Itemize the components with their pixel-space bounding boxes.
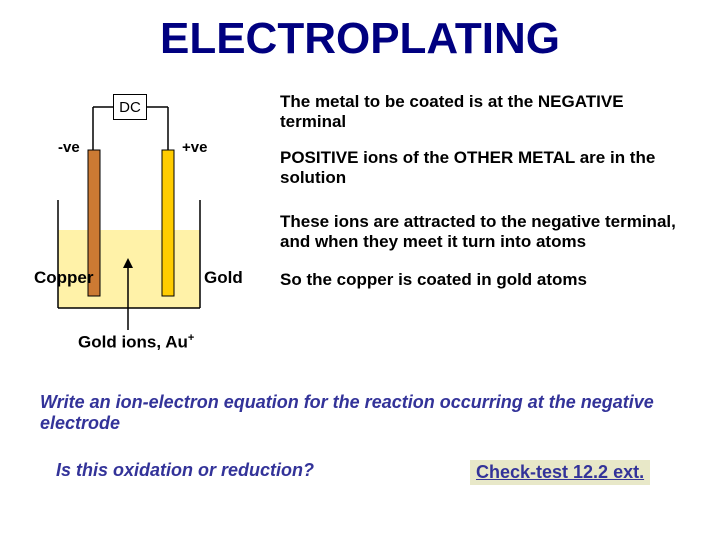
paragraph-3: These ions are attracted to the negative… bbox=[280, 212, 710, 252]
question-2: Is this oxidation or reduction? bbox=[56, 460, 314, 481]
paragraph-4: So the copper is coated in gold atoms bbox=[280, 270, 680, 290]
gold-ions-label: Gold ions, Au+ bbox=[78, 332, 194, 353]
dc-source-box: DC bbox=[113, 94, 147, 120]
paragraph-1: The metal to be coated is at the NEGATIV… bbox=[280, 92, 680, 132]
dc-label: DC bbox=[114, 95, 146, 121]
gold-electrode-label: Gold bbox=[204, 268, 243, 288]
positive-terminal-label: +ve bbox=[182, 139, 207, 156]
gold-ions-text: Gold ions, Au bbox=[78, 333, 188, 352]
paragraph-2: POSITIVE ions of the OTHER METAL are in … bbox=[280, 148, 680, 188]
negative-terminal-label: -ve bbox=[58, 139, 80, 156]
check-test-link[interactable]: Check-test 12.2 ext. bbox=[470, 460, 650, 485]
gold-ions-superscript: + bbox=[188, 332, 194, 344]
question-1: Write an ion-electron equation for the r… bbox=[40, 392, 680, 434]
copper-electrode-label: Copper bbox=[34, 268, 94, 288]
electroplating-diagram bbox=[0, 0, 260, 360]
